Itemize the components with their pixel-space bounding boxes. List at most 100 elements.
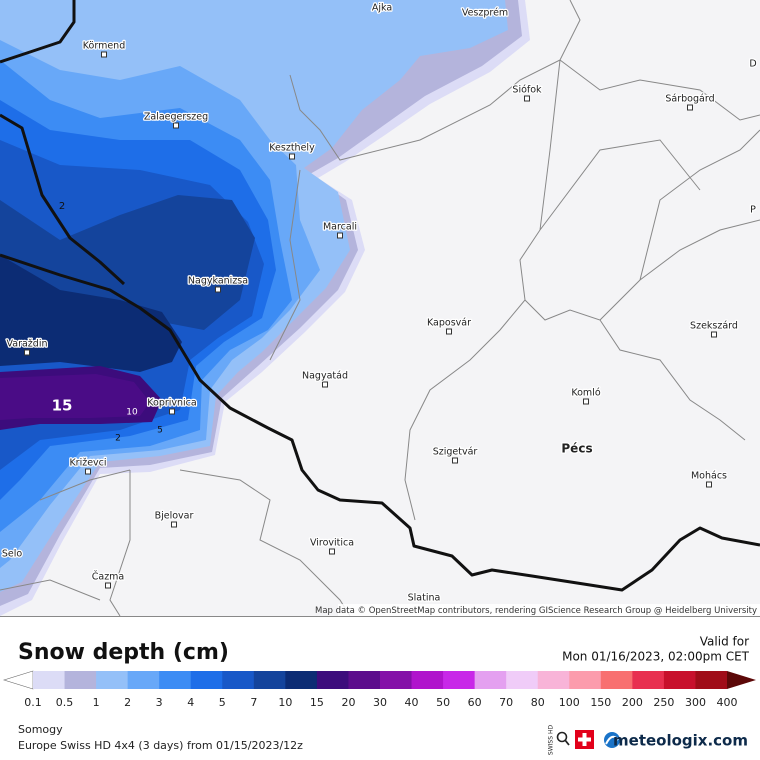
colorbar-swatch bbox=[695, 671, 728, 689]
colorbar-tick-label: 200 bbox=[622, 696, 643, 709]
colorbar-tick-label: 4 bbox=[187, 696, 194, 709]
colorbar-swatch bbox=[443, 671, 476, 689]
search-icon bbox=[556, 731, 568, 743]
city-label: Čazma bbox=[92, 571, 125, 583]
colorbar-tick-label: 400 bbox=[717, 696, 738, 709]
colorbar-tick-label: 250 bbox=[653, 696, 674, 709]
valid-label: Valid for bbox=[700, 635, 749, 649]
city-marker bbox=[101, 51, 107, 58]
colorbar-tick-label: 70 bbox=[499, 696, 513, 709]
colorbar-tick-label: 40 bbox=[405, 696, 419, 709]
colorbar-tick-label: 60 bbox=[468, 696, 482, 709]
city-marker bbox=[446, 328, 452, 335]
city-label: Sárbogárd bbox=[665, 94, 714, 105]
colorbar-tick-label: 5 bbox=[219, 696, 226, 709]
attribution: Map data © OpenStreetMap contributors, r… bbox=[315, 606, 757, 616]
colorbar-swatch bbox=[253, 671, 286, 689]
city-marker bbox=[169, 408, 175, 415]
brand-logo bbox=[605, 735, 619, 745]
city-marker bbox=[329, 548, 335, 555]
region: Somogy bbox=[18, 723, 63, 736]
city-label: Szigetvár bbox=[433, 447, 478, 458]
colorbar-tick-label: 0.1 bbox=[24, 696, 42, 709]
city-label: Bjelovar bbox=[155, 511, 194, 522]
swiss-cross bbox=[578, 733, 591, 746]
colorbar-swatch bbox=[600, 671, 633, 689]
county-border bbox=[0, 0, 760, 616]
colorbar-tick-label: 80 bbox=[531, 696, 545, 709]
city-label: Virovitica bbox=[310, 538, 354, 549]
colorbar-swatch bbox=[222, 671, 255, 689]
colorbar-tick-label: 3 bbox=[156, 696, 163, 709]
colorbar-tick-label: 150 bbox=[590, 696, 611, 709]
city-label: Pécs bbox=[561, 442, 592, 456]
contour-label: 2 bbox=[59, 201, 65, 212]
search-icon bbox=[564, 739, 570, 746]
colorbar-swatch bbox=[569, 671, 602, 689]
city-marker bbox=[452, 457, 458, 464]
colorbar-swatch bbox=[632, 671, 665, 689]
city-marker bbox=[289, 153, 295, 160]
brand: meteologix.com bbox=[613, 732, 748, 750]
city-layer: Ajka Veszprém Körmend Sárbogárd Siófok Zalaeg… bbox=[1, 1, 758, 605]
colorbar-swatch bbox=[159, 671, 192, 689]
city-label: Veszprém bbox=[462, 8, 508, 19]
contour-label: 15 bbox=[52, 397, 73, 415]
colorbar-swatch bbox=[537, 671, 570, 689]
city-label: Siófok bbox=[512, 85, 542, 96]
colorbar-under bbox=[2, 670, 34, 690]
colorbar-tick-label: 20 bbox=[341, 696, 355, 709]
city-marker bbox=[337, 232, 343, 239]
colorbar-tick-label: 10 bbox=[278, 696, 292, 709]
colorbar-tick-label: 50 bbox=[436, 696, 450, 709]
city-label: Komló bbox=[571, 388, 600, 399]
colorbar-swatch bbox=[33, 671, 66, 689]
city-label: Varaždin bbox=[7, 339, 48, 350]
city-label: D bbox=[749, 59, 756, 70]
colorbar-tick-label: 300 bbox=[685, 696, 706, 709]
city-marker bbox=[524, 95, 530, 102]
country-border bbox=[0, 0, 760, 592]
snow-area bbox=[0, 255, 182, 372]
legend-title: Snow depth (cm) bbox=[18, 640, 229, 665]
colorbar-tick-label: 30 bbox=[373, 696, 387, 709]
colorbar-swatch bbox=[64, 671, 97, 689]
colorbar-tick-label: 15 bbox=[310, 696, 324, 709]
attribution-background bbox=[338, 604, 760, 616]
city-label: Koprivnica bbox=[147, 398, 196, 409]
colorbar-swatch bbox=[285, 671, 318, 689]
city-label: Križevci bbox=[69, 458, 106, 469]
city-marker bbox=[711, 331, 717, 338]
valid-time: Mon 01/16/2023, 02:00pm CET bbox=[562, 650, 750, 664]
colorbar-swatch bbox=[190, 671, 223, 689]
colorbar-swatch bbox=[380, 671, 413, 689]
city-marker bbox=[215, 286, 221, 293]
city-label: Nagykanizsa bbox=[188, 276, 248, 287]
colorbar-tick-label: 7 bbox=[250, 696, 257, 709]
contour-label-layer: 2 15 10 5 2 bbox=[52, 201, 163, 444]
colorbar-swatch bbox=[474, 671, 507, 689]
colorbar: 0.1 0.5 1 2 3 4 5 7 10 15 20 30 40 50 60 70 80 100 150 200 2… bbox=[2, 670, 756, 709]
city-marker bbox=[105, 582, 111, 589]
colorbar-tick-label: 2 bbox=[124, 696, 131, 709]
colorbar-tick-label: 0.5 bbox=[56, 696, 74, 709]
brand-logo bbox=[604, 732, 620, 748]
contour-label: 2 bbox=[115, 434, 121, 444]
badge-text: SWISS HD bbox=[548, 725, 555, 756]
snow-area bbox=[0, 374, 150, 420]
city-label: Zalaegerszeg bbox=[144, 112, 208, 123]
colorbar-swatch bbox=[348, 671, 381, 689]
colorbar-over bbox=[727, 671, 756, 689]
city-label: Marcali bbox=[323, 222, 357, 233]
city-marker bbox=[322, 381, 328, 388]
city-label: Kaposvár bbox=[427, 318, 471, 329]
colorbar-tick-label: 100 bbox=[559, 696, 580, 709]
city-marker bbox=[24, 349, 30, 356]
city-label: Selo bbox=[2, 549, 23, 560]
colorbar-swatch bbox=[506, 671, 539, 689]
colorbar-swatch bbox=[411, 671, 444, 689]
city-label: Keszthely bbox=[269, 143, 315, 154]
city-marker bbox=[583, 398, 589, 405]
city-marker bbox=[173, 122, 179, 129]
